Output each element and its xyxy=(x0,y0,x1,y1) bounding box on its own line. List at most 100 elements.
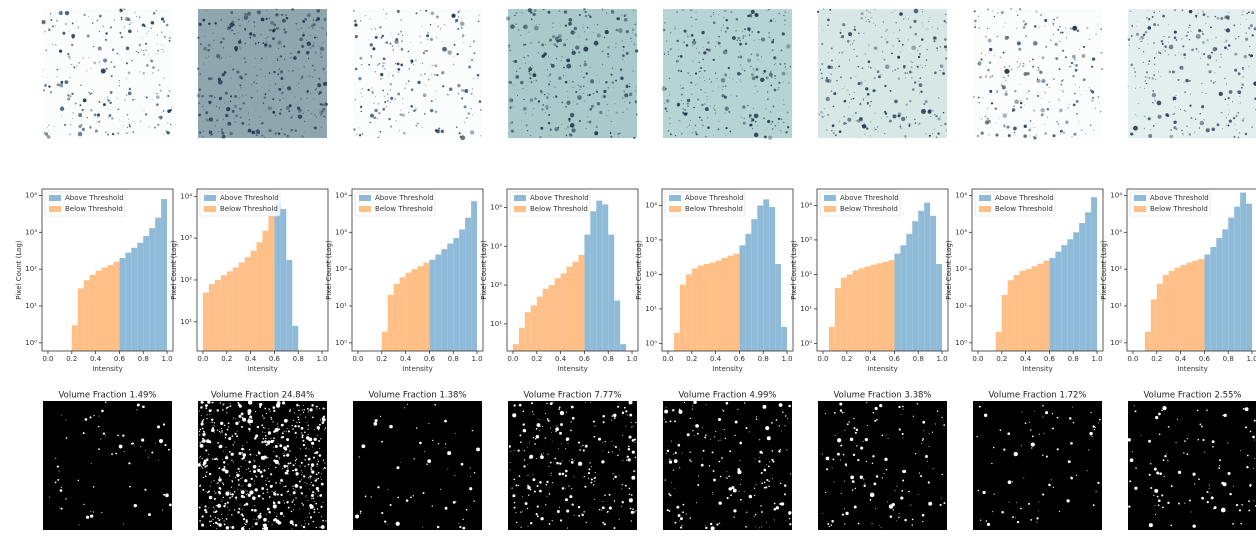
binary-particle xyxy=(718,460,721,463)
particle xyxy=(288,70,290,72)
particle xyxy=(943,45,948,49)
particle xyxy=(537,51,540,54)
particle xyxy=(1214,15,1217,18)
particle xyxy=(992,10,994,12)
binary-particle xyxy=(455,501,457,503)
particle xyxy=(1154,100,1156,102)
particle xyxy=(198,88,201,91)
binary-particle xyxy=(321,421,325,424)
particle xyxy=(203,46,207,51)
binary-particle xyxy=(1034,410,1036,412)
particle xyxy=(234,94,238,99)
particle xyxy=(72,112,75,114)
particle xyxy=(220,57,223,59)
binary-particle xyxy=(198,430,201,433)
particle xyxy=(822,112,824,114)
binary-particle xyxy=(320,482,324,486)
binary-particle xyxy=(759,527,761,529)
particle xyxy=(707,41,710,44)
particle xyxy=(162,51,164,53)
particle xyxy=(623,18,628,22)
legend-label: Above Threshold xyxy=(220,194,279,202)
binary-particle xyxy=(242,417,247,422)
particle xyxy=(993,55,995,57)
particle xyxy=(719,46,721,48)
particle xyxy=(383,68,385,70)
particle xyxy=(625,84,629,89)
binary-particle xyxy=(1178,502,1180,505)
binary-particle xyxy=(240,527,245,531)
particle xyxy=(830,73,832,75)
particle xyxy=(523,56,526,59)
binary-image-title: Volume Fraction 1.49% xyxy=(59,391,157,401)
binary-particle xyxy=(786,449,788,451)
particle xyxy=(1094,107,1096,109)
particle xyxy=(284,30,287,34)
particle xyxy=(602,63,604,65)
histogram-bar xyxy=(924,202,931,351)
binary-particle xyxy=(886,501,888,503)
particle xyxy=(861,84,863,86)
particle xyxy=(316,9,320,13)
particle xyxy=(1208,57,1211,59)
particle xyxy=(145,96,148,99)
particle xyxy=(526,129,529,132)
particle xyxy=(743,28,746,31)
binary-particle xyxy=(306,407,309,410)
binary-particle xyxy=(923,430,925,432)
particle xyxy=(245,29,247,31)
particle xyxy=(873,22,875,24)
binary-particle xyxy=(587,472,591,475)
binary-particle xyxy=(283,454,286,457)
particle xyxy=(463,105,467,109)
particle xyxy=(426,34,430,38)
particle xyxy=(141,23,145,27)
particle xyxy=(1202,41,1205,44)
particle xyxy=(202,18,206,22)
binary-particle xyxy=(623,406,626,409)
binary-particle xyxy=(555,430,557,433)
particle xyxy=(568,21,572,26)
binary-particle xyxy=(471,429,474,432)
binary-background xyxy=(973,401,1102,530)
particle xyxy=(359,105,363,109)
binary-particle xyxy=(548,493,551,495)
particle xyxy=(921,8,923,10)
particle xyxy=(827,79,832,83)
particle xyxy=(527,55,529,57)
binary-particle xyxy=(254,460,256,462)
binary-particle xyxy=(84,418,88,421)
particle xyxy=(1072,75,1075,78)
binary-particle xyxy=(721,409,723,411)
particle xyxy=(715,45,716,47)
binary-particle xyxy=(843,412,845,414)
particle xyxy=(565,105,567,108)
particle xyxy=(997,12,999,14)
binary-particle xyxy=(674,420,676,423)
particle xyxy=(718,36,720,38)
binary-particle xyxy=(665,452,667,454)
particle xyxy=(1137,103,1139,105)
particle xyxy=(202,130,205,133)
particle xyxy=(1211,127,1216,132)
particle xyxy=(910,66,913,69)
particle xyxy=(464,89,469,93)
particle xyxy=(599,68,601,69)
particle xyxy=(132,131,135,134)
particle xyxy=(633,43,636,46)
particle xyxy=(281,18,286,23)
particle xyxy=(1046,108,1050,111)
particle xyxy=(845,122,847,125)
histogram-bar xyxy=(930,215,937,351)
particle xyxy=(553,96,555,98)
particle xyxy=(379,130,382,133)
particle xyxy=(1100,51,1102,53)
particle xyxy=(160,17,164,21)
particle xyxy=(925,133,927,135)
particle xyxy=(838,65,841,68)
particle xyxy=(78,124,82,128)
particle xyxy=(97,113,101,117)
binary-particle xyxy=(199,457,201,459)
binary-particle xyxy=(999,429,1002,432)
particle xyxy=(389,102,391,104)
